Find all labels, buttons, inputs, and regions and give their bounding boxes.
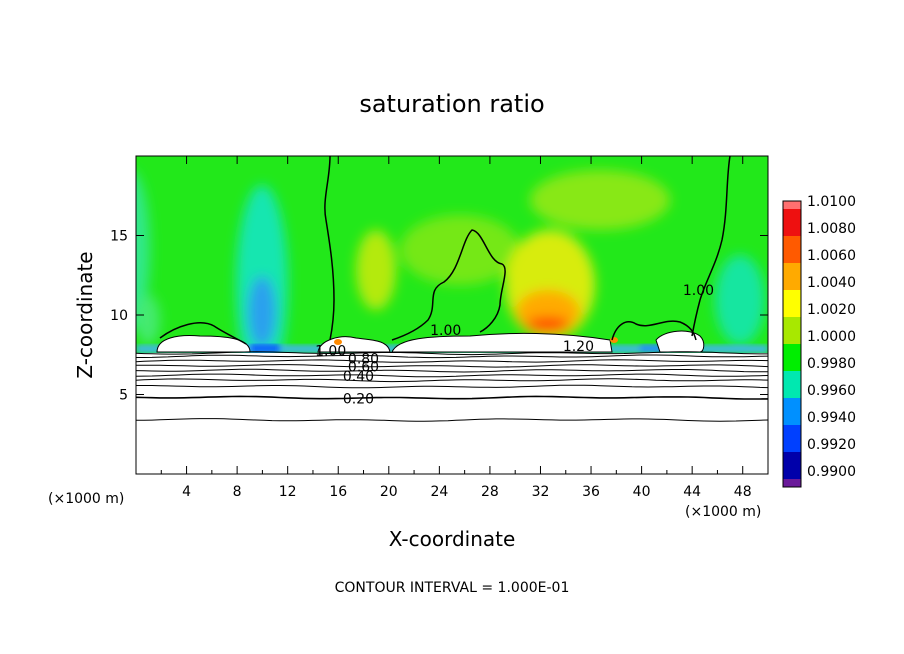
y-axis-label: Z-coordinate <box>73 251 97 378</box>
blue-spot-2 <box>640 344 670 353</box>
colorbar-swatch <box>783 201 801 209</box>
colorbar-swatch <box>783 263 801 290</box>
x-tick-label: 16 <box>329 484 347 500</box>
cyan-column-mid <box>136 173 150 327</box>
colorbar-swatch <box>783 209 801 236</box>
colorbar-label: 1.0000 <box>807 329 856 345</box>
contour-label: 0.20 <box>343 391 374 407</box>
yellow-green-left <box>356 230 396 310</box>
x-tick-label: 40 <box>633 484 651 500</box>
contour-line <box>136 359 768 363</box>
contour-labels: 1.001.001.201.000.800.600.400.20 <box>315 283 714 407</box>
contour-line-3 <box>691 156 731 337</box>
x-tick-label: 4 <box>182 484 191 500</box>
yellow-green-top <box>530 170 670 230</box>
contour-line <box>136 351 768 356</box>
contour-line-1 <box>324 156 335 341</box>
colorbar: 1.0100 1.0080 1.0060 1.0040 1.0020 1.0000 0.99… <box>782 194 856 488</box>
cloud-edge-orange-2 <box>610 337 618 343</box>
cloud-shapes <box>156 330 705 353</box>
cloud-3 <box>391 332 613 353</box>
colorbar-label: 1.0100 <box>807 194 856 210</box>
x-tick-label: 20 <box>380 484 398 500</box>
y-tick-label: 15 <box>110 229 128 245</box>
cyan-right <box>715 255 765 345</box>
colorbar-frame <box>782 200 802 488</box>
contour-line <box>136 373 768 378</box>
contour-line-5 <box>159 322 247 345</box>
x-ticks: 4 8 12 16 20 24 28 32 36 40 44 48 <box>160 156 752 500</box>
colorbar-label: 0.9980 <box>807 356 856 372</box>
contour-1-00-lines <box>159 156 731 345</box>
x-tick-label: 12 <box>279 484 297 500</box>
x-tick-label: 24 <box>430 484 448 500</box>
yellow-green-mid <box>400 215 520 285</box>
y-tick-label: 5 <box>119 388 128 404</box>
contour-label: 1.00 <box>315 344 346 360</box>
contour-label: 1.20 <box>563 339 594 355</box>
contour-label: 0.80 <box>348 352 379 368</box>
blue-spot-1 <box>250 344 280 353</box>
contour-line <box>136 418 768 422</box>
contour-line <box>136 364 768 368</box>
colorbar-label: 1.0080 <box>807 221 856 237</box>
x-tick-label: 36 <box>582 484 600 500</box>
contour-label: 0.40 <box>343 369 374 385</box>
horizontal-contour-lines <box>136 351 768 422</box>
field-features <box>136 170 765 385</box>
contour-label: 1.00 <box>430 323 461 339</box>
contour-line <box>136 368 768 373</box>
colorbar-swatch <box>783 236 801 263</box>
x-tick-label: 28 <box>481 484 499 500</box>
colorbar-label: 0.9960 <box>807 383 856 399</box>
x-unit-right: (×1000 m) <box>685 504 761 520</box>
contour-interval-note: CONTOUR INTERVAL = 1.000E-01 <box>335 580 570 596</box>
cloud-4 <box>655 330 705 353</box>
cloud-edge-orange <box>334 339 342 345</box>
colorbar-label: 1.0040 <box>807 275 856 291</box>
x-tick-label: 48 <box>734 484 752 500</box>
blue-core-left <box>248 276 276 348</box>
cloud-1 <box>156 335 251 353</box>
colorbar-swatch <box>783 317 801 344</box>
colorbar-label: 0.9940 <box>807 410 856 426</box>
colorbar-label: 1.0060 <box>807 248 856 264</box>
contour-line <box>136 384 768 389</box>
x-tick-label: 8 <box>233 484 242 500</box>
contour-line-4 <box>611 320 697 341</box>
colorbar-label: 1.0020 <box>807 302 856 318</box>
cyan-left-edge <box>136 295 160 345</box>
colorbar-swatch <box>783 452 801 479</box>
x-tick-label: 44 <box>683 484 701 500</box>
contour-line <box>136 354 768 359</box>
contour-label: 1.00 <box>683 283 714 299</box>
x-axis-label: X-coordinate <box>389 527 516 551</box>
colorbar-swatch <box>783 344 801 371</box>
red-core <box>526 317 570 333</box>
colorbar-swatch <box>783 398 801 425</box>
contour-label: 0.60 <box>348 359 379 375</box>
colorbar-label: 0.9920 <box>807 437 856 453</box>
colorbar-swatch <box>783 371 801 398</box>
below-cloud-white <box>136 353 768 474</box>
colorbar-label: 0.9900 <box>807 464 856 480</box>
x-tick-label: 32 <box>532 484 550 500</box>
colorbar-swatch <box>783 479 801 487</box>
contour-line <box>136 395 768 400</box>
contour-line-2 <box>391 229 506 341</box>
colorbar-swatch <box>783 290 801 317</box>
heatmap-field <box>136 156 768 474</box>
x-unit-left: (×1000 m) <box>48 491 124 507</box>
chart-title: saturation ratio <box>359 90 544 118</box>
y-ticks: 5 10 15 <box>110 229 768 404</box>
colorbar-swatch <box>783 425 801 452</box>
contour-line <box>136 378 768 383</box>
y-tick-label: 10 <box>110 308 128 324</box>
